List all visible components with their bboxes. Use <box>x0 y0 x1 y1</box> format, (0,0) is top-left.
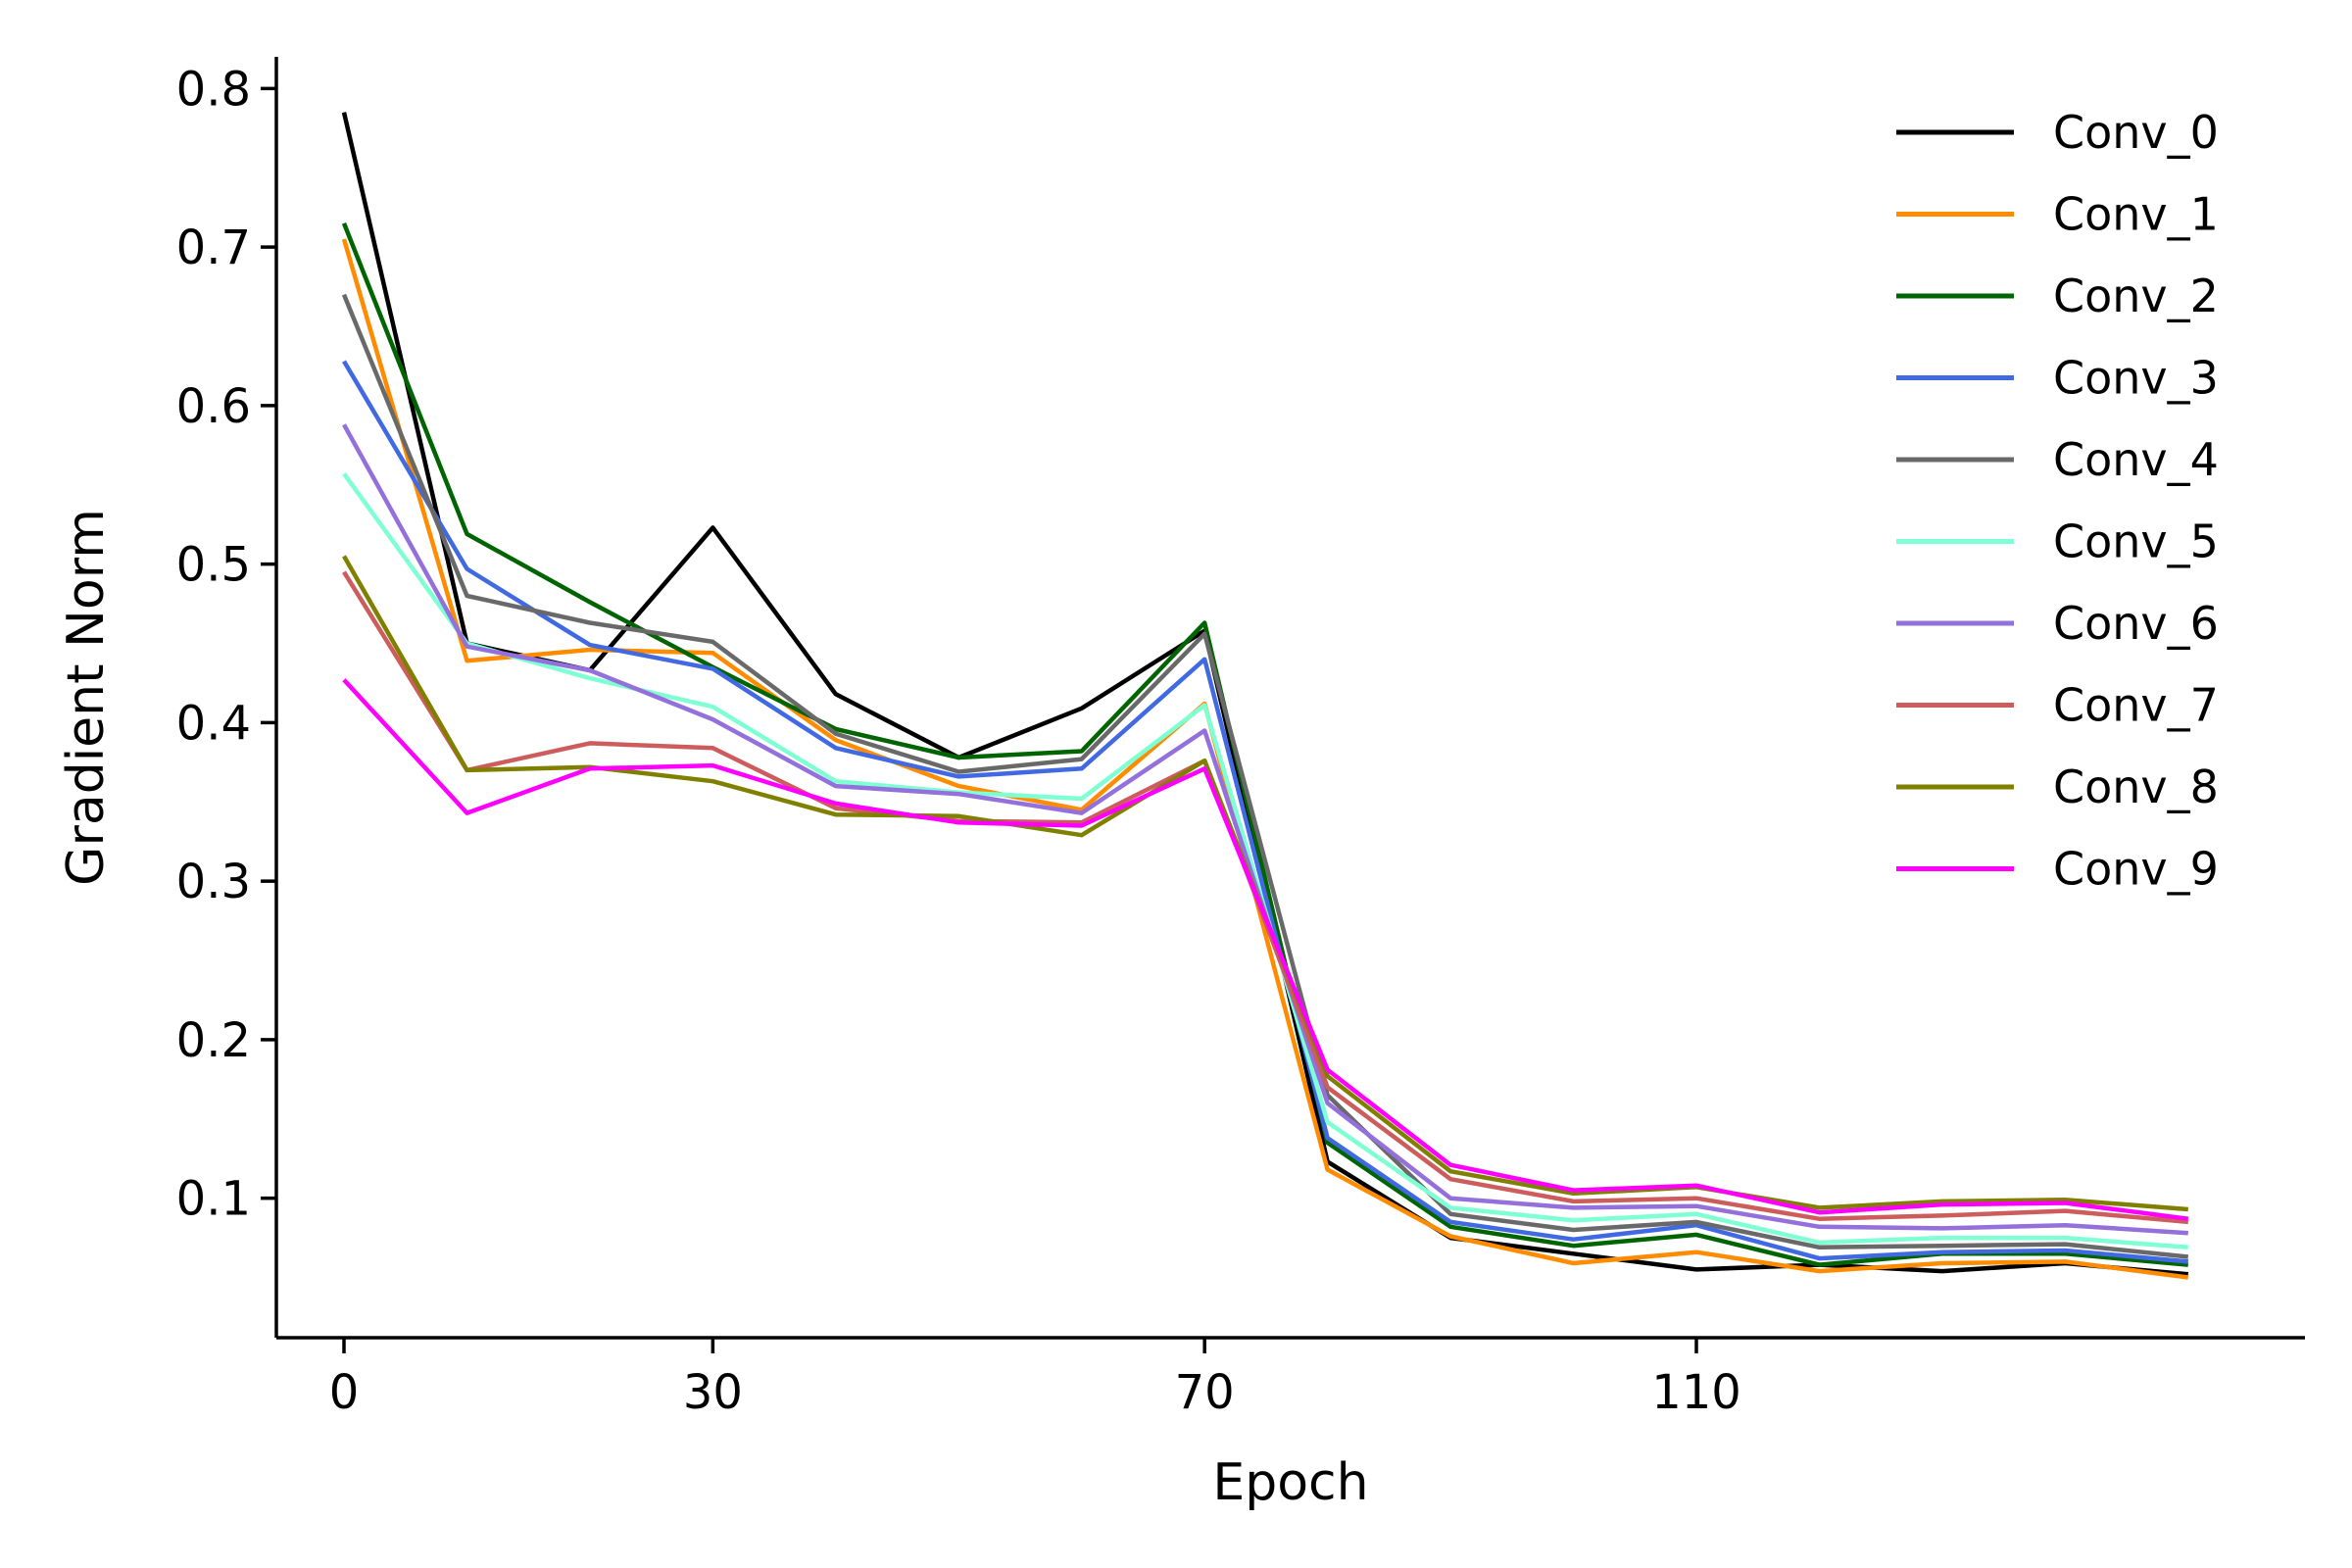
legend-label: Conv_3 <box>2053 352 2219 405</box>
y-tick-label: 0.8 <box>176 62 251 117</box>
legend-item: Conv_9 <box>1896 843 2219 896</box>
x-tick-label: 70 <box>1175 1365 1235 1420</box>
series-line-conv-0 <box>341 112 2189 1277</box>
legend-label: Conv_9 <box>2053 843 2219 896</box>
series-line-conv-9 <box>342 678 2189 1221</box>
series-line-conv-3 <box>342 360 2189 1264</box>
y-axis-title: Gradient Norm <box>57 509 116 886</box>
y-tick-label: 0.7 <box>176 220 251 275</box>
series-layer <box>341 112 2189 1280</box>
x-ticks: 0 30 70 110 <box>329 1338 1741 1420</box>
axes: 0.1 0.2 0.3 0.4 0.5 0.6 0.7 0.8 0 30 70 110 <box>176 57 2305 1420</box>
legend-item: Conv_2 <box>1896 270 2219 322</box>
y-tick-label: 0.6 <box>176 379 251 434</box>
legend-item: Conv_8 <box>1896 760 2219 813</box>
legend-label: Conv_7 <box>2053 679 2219 732</box>
legend-item: Conv_3 <box>1896 352 2219 405</box>
legend-label: Conv_2 <box>2053 270 2219 322</box>
legend-label: Conv_5 <box>2053 515 2219 568</box>
series-line-conv-6 <box>342 423 2188 1236</box>
y-tick-label: 0.1 <box>176 1172 251 1227</box>
legend-item: Conv_6 <box>1896 597 2219 650</box>
legend-label: Conv_6 <box>2053 597 2219 650</box>
series-line-conv-4 <box>341 293 2189 1259</box>
y-tick-label: 0.5 <box>176 538 251 593</box>
x-tick-label: 30 <box>683 1365 743 1420</box>
legend-item: Conv_0 <box>1896 106 2219 159</box>
legend-label: Conv_8 <box>2053 760 2219 813</box>
series-line-conv-2 <box>341 221 2189 1267</box>
x-tick-label: 110 <box>1651 1365 1741 1420</box>
legend-item: Conv_7 <box>1896 679 2219 732</box>
legend-item: Conv_4 <box>1896 433 2219 486</box>
legend-item: Conv_1 <box>1896 188 2219 241</box>
legend: Conv_0 Conv_1 Conv_2 Conv_3 Conv_4 Conv_5 Conv… <box>1896 106 2219 896</box>
x-tick-label: 0 <box>329 1365 360 1420</box>
y-tick-label: 0.3 <box>176 855 251 909</box>
legend-item: Conv_5 <box>1896 515 2219 568</box>
y-tick-label: 0.2 <box>176 1013 251 1068</box>
legend-label: Conv_4 <box>2053 433 2219 486</box>
y-tick-label: 0.4 <box>176 696 251 751</box>
y-ticks: 0.1 0.2 0.3 0.4 0.5 0.6 0.7 0.8 <box>176 62 276 1227</box>
legend-label: Conv_1 <box>2053 188 2219 241</box>
legend-label: Conv_0 <box>2053 106 2219 159</box>
series-line-conv-1 <box>341 238 2189 1280</box>
x-axis-title: Epoch <box>1212 1453 1368 1512</box>
